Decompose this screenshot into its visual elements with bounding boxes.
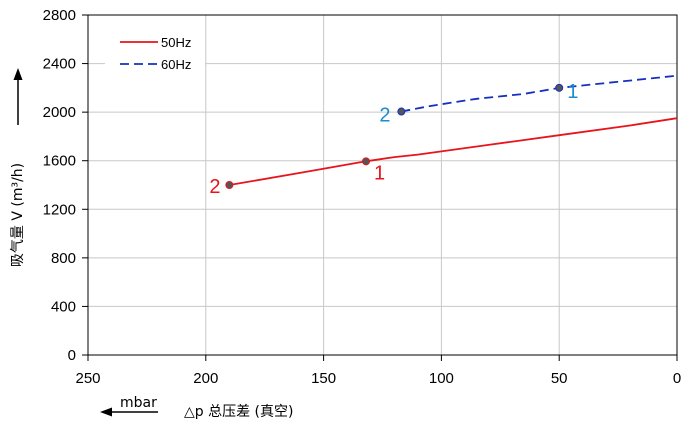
- data-point: [555, 83, 564, 92]
- y-tick-label: 0: [68, 347, 76, 364]
- x-axis-title: △p 总压差 (真空): [184, 404, 293, 420]
- y-tick-label: 2000: [43, 104, 76, 121]
- point-label: 1: [567, 81, 578, 103]
- legend: 50Hz 60Hz: [105, 30, 205, 78]
- point-label: 1: [374, 162, 385, 184]
- x-tick-label: 100: [429, 370, 454, 387]
- series-line-50Hz: [229, 117, 678, 186]
- y-tick-label: 1600: [43, 153, 76, 170]
- point-label: 2: [379, 105, 390, 127]
- series-line-60Hz: [401, 74, 678, 113]
- y-tick-label: 2400: [43, 56, 76, 73]
- data-point: [225, 181, 234, 189]
- x-tick-label: 150: [311, 370, 336, 387]
- y-axis-title: 吸气量 V (m³/h): [10, 163, 26, 267]
- legend-box: [105, 30, 205, 78]
- series-group: 2 1 2 1: [209, 74, 678, 198]
- data-point: [362, 157, 371, 166]
- plot-frame: [87, 14, 678, 356]
- y-tick-label: 400: [51, 298, 76, 315]
- x-tick-label: 50: [551, 370, 568, 387]
- x-tick-label: 0: [673, 370, 681, 387]
- x-axis-unit: mbar: [120, 395, 157, 411]
- axes: [87, 14, 678, 356]
- data-point: [397, 107, 406, 116]
- y-tick-label: 1200: [43, 201, 76, 218]
- x-tick-label: 250: [75, 370, 100, 387]
- point-label: 2: [209, 176, 220, 198]
- y-axis-ticks: 0 400 800 1200 1600 2000 2400 2800: [43, 7, 88, 364]
- legend-label: 60Hz: [161, 57, 191, 72]
- y-axis-arrow: [13, 68, 23, 125]
- x-axis-ticks: 250 200 150 100 50 0: [75, 355, 681, 387]
- legend-label: 50Hz: [161, 35, 191, 50]
- y-tick-label: 800: [51, 250, 76, 267]
- y-tick-label: 2800: [43, 7, 76, 24]
- x-tick-label: 200: [193, 370, 218, 387]
- x-axis-arrow: [100, 407, 158, 417]
